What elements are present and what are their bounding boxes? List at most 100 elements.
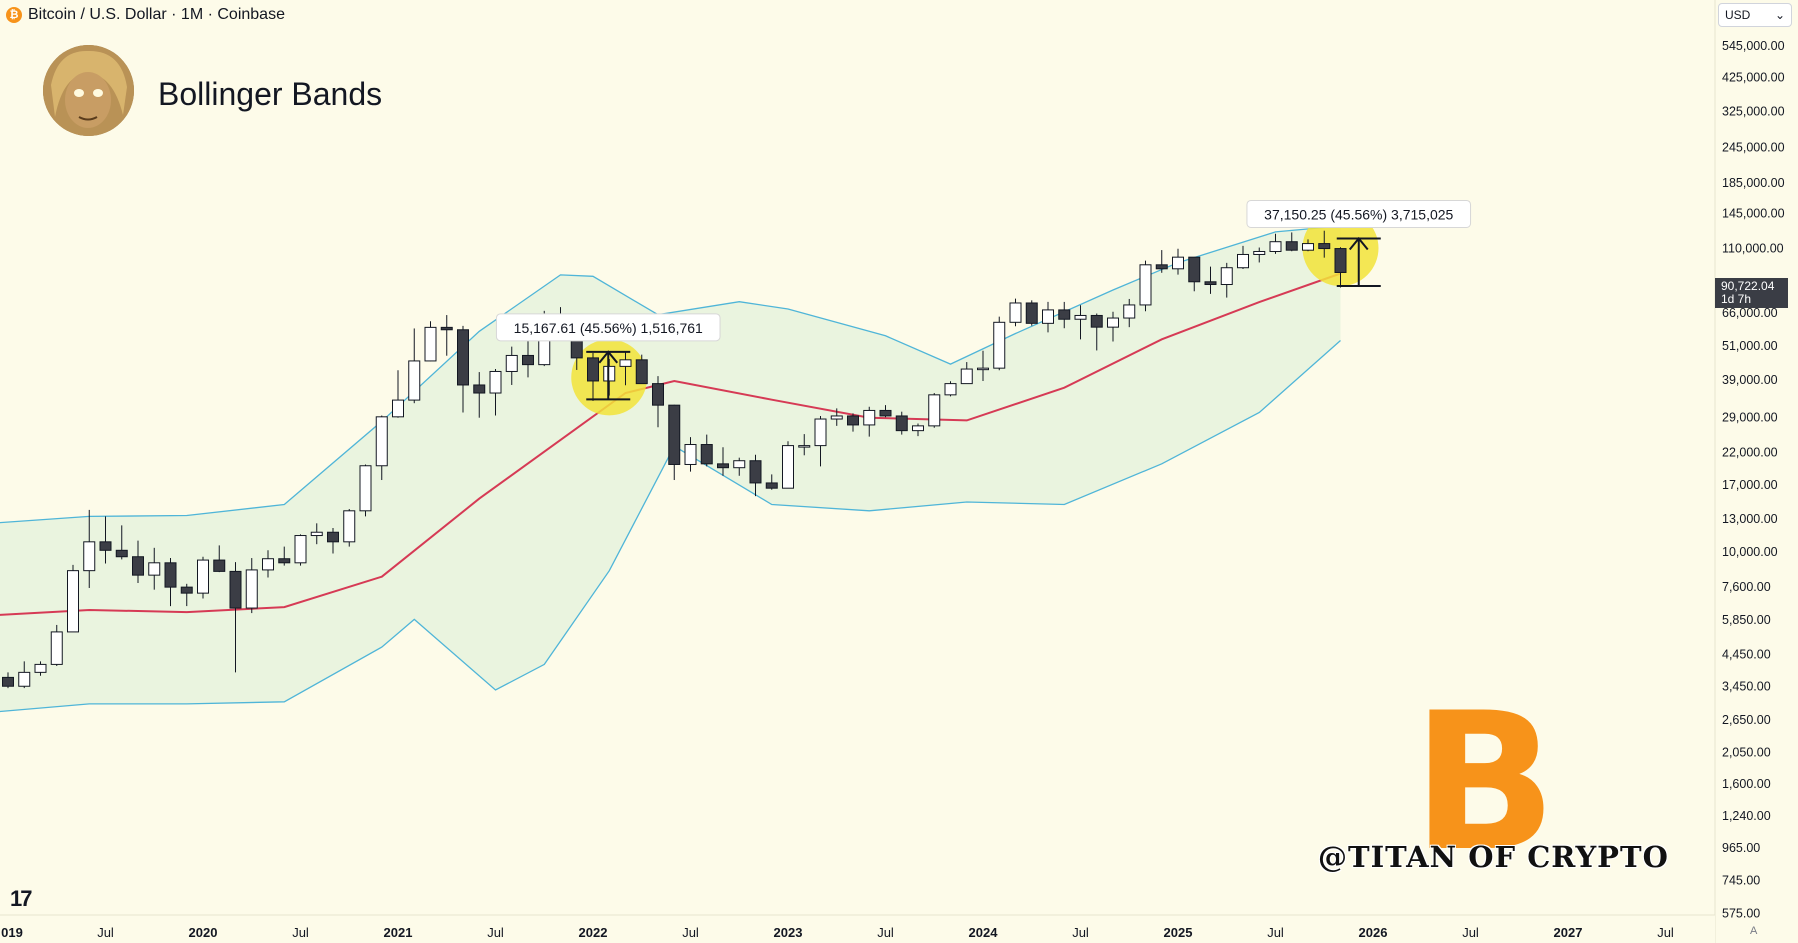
currency-value: USD bbox=[1725, 8, 1751, 22]
candle-body bbox=[18, 671, 31, 687]
candle-body bbox=[327, 531, 339, 543]
candle-body bbox=[180, 586, 193, 594]
price-tick-label: 4,450.00 bbox=[1722, 648, 1771, 662]
candle-body bbox=[1090, 314, 1103, 328]
time-tick-label: 2026 bbox=[1359, 925, 1388, 940]
candle-body bbox=[1237, 253, 1249, 269]
candle-body bbox=[928, 394, 941, 427]
candle-body bbox=[392, 399, 404, 418]
price-tick-label: 145,000.00 bbox=[1722, 207, 1785, 221]
candle-body bbox=[489, 370, 502, 394]
candle-body bbox=[944, 383, 957, 396]
candle-body bbox=[408, 360, 421, 401]
price-tick-label: 1,600.00 bbox=[1722, 777, 1771, 791]
candle-body bbox=[164, 562, 177, 588]
time-tick-label: Jul bbox=[1072, 925, 1089, 940]
candle-body bbox=[359, 465, 372, 512]
price-axis[interactable]: 575.00 745.00 965.00 1,240.00 1,600.00 2,050.… bbox=[1714, 0, 1798, 943]
candle-body bbox=[278, 558, 291, 564]
candle-body bbox=[1220, 267, 1233, 286]
candle-body bbox=[1139, 264, 1152, 306]
candle-body bbox=[912, 425, 924, 432]
candle-body bbox=[1058, 309, 1071, 320]
candle-body bbox=[895, 415, 908, 432]
auto-scale-button[interactable]: A bbox=[1750, 925, 1758, 937]
author-watermark: @TITAN OF CRYPTO bbox=[1318, 840, 1669, 874]
measure-label: 37,150.25 (45.56%) 3,715,025 bbox=[1264, 206, 1453, 222]
symbol-header[interactable]: ₿ Bitcoin / U.S. Dollar · 1M · Coinbase bbox=[6, 5, 285, 25]
candle-body bbox=[132, 556, 144, 576]
candle-body bbox=[684, 444, 697, 465]
candlesticks bbox=[2, 230, 1347, 689]
price-tick-label: 745.00 bbox=[1722, 874, 1760, 888]
candle-body bbox=[99, 541, 112, 551]
candle-body bbox=[197, 559, 209, 594]
time-tick-label: Jul bbox=[487, 925, 504, 940]
price-tick-label: 965.00 bbox=[1722, 841, 1760, 855]
measure-arrow-head bbox=[1348, 236, 1369, 251]
time-tick-label: 2020 bbox=[189, 925, 218, 940]
candle-body bbox=[668, 404, 681, 465]
candle-body bbox=[1042, 309, 1054, 324]
candle-body bbox=[505, 354, 518, 372]
price-tick-label: 39,000.00 bbox=[1722, 373, 1778, 387]
time-tick-label: Jul bbox=[1267, 925, 1284, 940]
measure-label: 15,167.61 (45.56%) 1,516,761 bbox=[514, 320, 703, 336]
candle-body bbox=[1123, 304, 1136, 319]
candle-body bbox=[115, 549, 128, 558]
candle-body bbox=[1285, 241, 1298, 251]
price-tick-label: 66,000.00 bbox=[1722, 306, 1778, 320]
candle-body bbox=[83, 541, 96, 572]
time-tick-label: Jul bbox=[1657, 925, 1674, 940]
price-tick-label: 51,000.00 bbox=[1722, 339, 1778, 353]
candle-body bbox=[262, 558, 274, 571]
price-tick-label: 29,000.00 bbox=[1722, 410, 1778, 424]
currency-select[interactable]: USD ⌄ bbox=[1718, 3, 1792, 27]
price-tick-label: 10,000.00 bbox=[1722, 545, 1778, 559]
upper-band-line bbox=[0, 225, 1341, 524]
candle-body bbox=[587, 357, 599, 382]
candle-body bbox=[830, 415, 843, 420]
candle-body bbox=[1204, 281, 1217, 286]
bitcoin-icon: ₿ bbox=[6, 7, 22, 23]
candle-body bbox=[2, 676, 14, 687]
avatar-portrait bbox=[43, 45, 134, 136]
candle-body bbox=[652, 383, 664, 406]
time-tick-label: 2023 bbox=[774, 925, 803, 940]
candle-body bbox=[310, 531, 323, 537]
candle-body bbox=[733, 460, 746, 469]
time-axis[interactable]: 019 Jul 2020 Jul 2021 Jul 2022 Jul 2023 Jul 2024 Ju… bbox=[0, 914, 1715, 943]
candle-body bbox=[343, 510, 356, 543]
price-tick-label: 3,450.00 bbox=[1722, 680, 1771, 694]
candle-body bbox=[635, 359, 648, 385]
price-tick-label: 17,000.00 bbox=[1722, 478, 1778, 492]
band-fill bbox=[0, 226, 1341, 712]
candle-body bbox=[879, 409, 892, 417]
measure-label-box bbox=[495, 313, 721, 342]
candle-body bbox=[847, 415, 859, 426]
price-tick-label: 575.00 bbox=[1722, 907, 1760, 921]
candle-body bbox=[960, 368, 973, 385]
time-tick-label: 2025 bbox=[1164, 925, 1193, 940]
measure-label-box bbox=[1246, 199, 1472, 228]
time-tick-label: 2022 bbox=[579, 925, 608, 940]
candle-body bbox=[67, 570, 79, 633]
time-tick-label: Jul bbox=[682, 925, 699, 940]
measure-annotations: 15,167.61 (45.56%) 1,516,761 37,150.25 (4… bbox=[495, 199, 1472, 401]
time-tick-label: Jul bbox=[1462, 925, 1479, 940]
bitcoin-logo: B bbox=[1412, 672, 1557, 893]
price-tick-label: 110,000.00 bbox=[1722, 242, 1784, 256]
candle-body bbox=[473, 384, 486, 394]
candle-body bbox=[1107, 317, 1119, 328]
tradingview-logo[interactable]: 17 bbox=[10, 886, 33, 911]
candle-body bbox=[1269, 241, 1282, 252]
candle-body bbox=[229, 570, 242, 609]
indicator-title: Bollinger Bands bbox=[158, 76, 383, 112]
price-tick-label: 185,000.00 bbox=[1722, 176, 1785, 190]
candle-body bbox=[424, 326, 437, 362]
candle-body bbox=[522, 354, 534, 366]
price-tick-label: 5,850.00 bbox=[1722, 613, 1771, 627]
candle-body bbox=[375, 416, 388, 467]
candle-body bbox=[1302, 243, 1314, 251]
